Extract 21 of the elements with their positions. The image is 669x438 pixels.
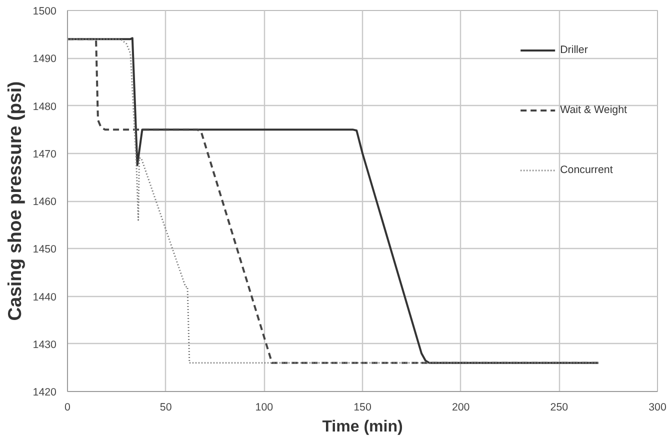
y-tick-label: 1430 [32, 338, 57, 351]
y-tick-label: 1480 [32, 100, 57, 113]
legend-label: Wait & Weight [560, 104, 627, 116]
y-tick-label: 1460 [32, 196, 57, 208]
y-tick-label: 1470 [32, 148, 57, 160]
x-tick-label: 200 [452, 402, 470, 414]
x-tick-label: 150 [354, 402, 372, 414]
y-tick-label: 1440 [32, 291, 57, 304]
legend-label: Concurrent [560, 164, 613, 176]
x-tick-label: 300 [648, 402, 666, 414]
legend-label: Driller [560, 44, 588, 56]
x-tick-label: 0 [64, 402, 71, 414]
y-tick-label: 1420 [32, 386, 57, 398]
y-tick-label: 1500 [32, 6, 57, 18]
x-axis-title: Time (min) [322, 418, 403, 436]
x-tick-label: 50 [160, 402, 172, 414]
y-tick-label: 1490 [32, 53, 57, 66]
x-tick-label: 250 [550, 402, 568, 414]
x-tick-label: 100 [255, 402, 274, 414]
y-axis-title: Casing shoe pressure (psi) [4, 81, 25, 321]
y-tick-label: 1450 [32, 244, 57, 256]
